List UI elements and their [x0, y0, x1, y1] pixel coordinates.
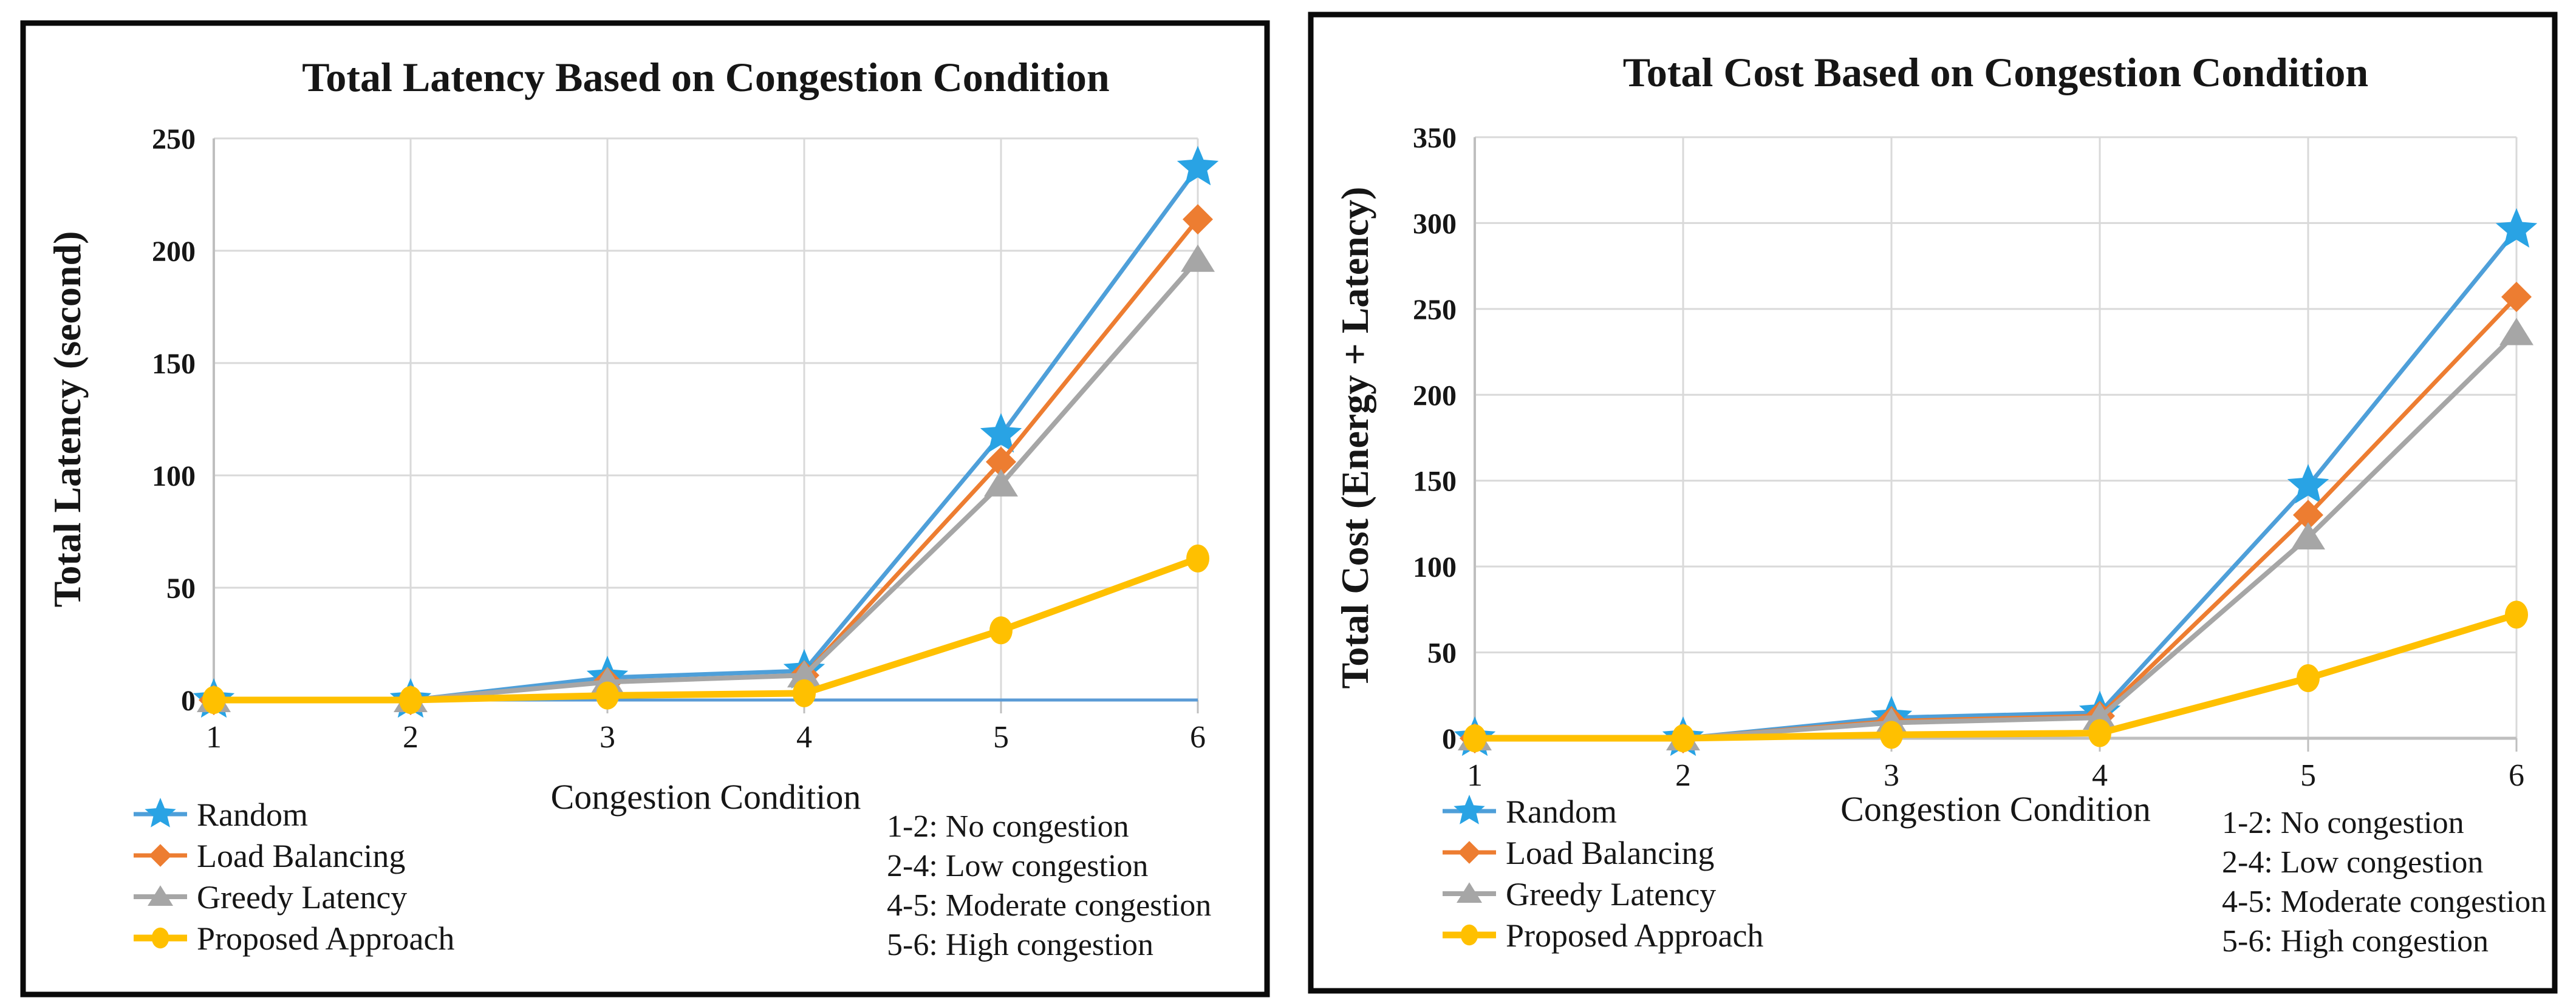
- annotation-line: 4-5: Moderate congestion: [2222, 885, 2546, 919]
- circle-marker: [1460, 924, 1478, 946]
- star-marker: [1454, 795, 1485, 824]
- legend-label: Random: [1506, 794, 1617, 830]
- legend-label: Greedy Latency: [197, 879, 407, 916]
- x-tick-label: 6: [2509, 758, 2524, 793]
- x-tick-label: 4: [2092, 758, 2108, 793]
- y-tick-label: 150: [1413, 466, 1457, 498]
- annotation-line: 2-4: Low congestion: [2222, 845, 2483, 880]
- legend-label: Load Balancing: [1506, 835, 1714, 871]
- legend-label: Greedy Latency: [1506, 876, 1716, 913]
- x-tick-label: 5: [993, 720, 1009, 755]
- circle-marker: [399, 686, 422, 714]
- circle-marker: [596, 681, 619, 710]
- x-tick-label: 1: [1467, 758, 1483, 793]
- circle-marker: [151, 927, 169, 949]
- legend-label: Proposed Approach: [1506, 917, 1763, 954]
- panel-frame: [1308, 12, 2558, 994]
- chart-panel-1: [20, 20, 1270, 998]
- x-axis-label: Congestion Condition: [551, 777, 861, 817]
- legend-label: Load Balancing: [197, 838, 405, 874]
- series-line-proposed-approach: [214, 555, 1199, 704]
- triangle-marker: [787, 660, 821, 688]
- diamond-marker: [149, 844, 172, 867]
- y-tick-label: 100: [1413, 551, 1457, 583]
- y-tick-label: 100: [152, 460, 196, 492]
- circle-marker: [1463, 724, 1486, 752]
- y-tick-label: 350: [1413, 122, 1457, 154]
- circle-marker: [989, 616, 1013, 645]
- chart-panel-2: [1308, 12, 2558, 994]
- triangle-marker: [1457, 882, 1482, 903]
- star-marker: [145, 798, 176, 828]
- x-tick-label: 2: [403, 720, 419, 755]
- star-marker: [2287, 464, 2329, 504]
- triangle-marker: [148, 885, 173, 906]
- annotation-line: 1-2: No congestion: [2222, 806, 2464, 840]
- y-tick-label: 50: [166, 573, 196, 605]
- star-marker: [2495, 208, 2538, 248]
- series-line-proposed-approach: [1475, 611, 2518, 742]
- y-tick-label: 200: [1413, 379, 1457, 412]
- circle-marker: [793, 679, 816, 707]
- x-tick-label: 5: [2300, 758, 2316, 793]
- x-tick-label: 3: [1884, 758, 1899, 793]
- y-tick-label: 0: [1442, 723, 1457, 755]
- circle-marker: [1880, 721, 1903, 749]
- circle-marker: [1672, 724, 1695, 752]
- triangle-marker: [2291, 522, 2325, 550]
- triangle-marker: [984, 469, 1018, 497]
- circle-marker: [2505, 600, 2528, 629]
- circle-marker: [202, 686, 225, 714]
- y-axis-label: Total Latency (second): [46, 231, 89, 608]
- diamond-marker: [2501, 282, 2532, 313]
- annotation-line: 2-4: Low congestion: [887, 849, 1148, 883]
- y-tick-label: 0: [181, 685, 196, 717]
- legend-label: Random: [197, 797, 308, 833]
- triangle-marker: [2083, 702, 2117, 730]
- x-axis-label: Congestion Condition: [1840, 789, 2151, 829]
- y-tick-label: 300: [1413, 208, 1457, 240]
- annotation-line: 4-5: Moderate congestion: [887, 888, 1211, 923]
- circle-marker: [2088, 719, 2111, 747]
- annotation-line: 5-6: High congestion: [887, 928, 1153, 962]
- annotation-line: 1-2: No congestion: [887, 809, 1129, 844]
- annotation-line: 5-6: High congestion: [2222, 924, 2489, 959]
- star-marker: [1177, 146, 1219, 186]
- triangle-marker: [2499, 318, 2533, 345]
- star-marker: [980, 413, 1022, 453]
- diamond-marker: [1458, 841, 1481, 864]
- y-tick-label: 50: [1427, 637, 1457, 670]
- diamond-marker: [1183, 204, 1213, 235]
- y-tick-label: 200: [152, 236, 196, 268]
- legend-label: Proposed Approach: [197, 920, 454, 957]
- triangle-marker: [1181, 244, 1215, 272]
- chart-title: Total Cost Based on Congestion Condition: [1623, 49, 2368, 95]
- panel-frame: [20, 20, 1270, 998]
- circle-marker: [2297, 664, 2320, 692]
- chart-title: Total Latency Based on Congestion Condit…: [302, 54, 1109, 100]
- y-axis-label: Total Cost (Energy + Latency): [1333, 187, 1376, 689]
- x-tick-label: 4: [796, 720, 812, 755]
- x-tick-label: 1: [206, 720, 222, 755]
- diamond-marker: [2293, 500, 2323, 531]
- y-tick-label: 250: [1413, 294, 1457, 326]
- diamond-marker: [986, 446, 1016, 477]
- x-tick-label: 3: [600, 720, 615, 755]
- x-tick-label: 6: [1190, 720, 1206, 755]
- y-tick-label: 250: [152, 123, 196, 155]
- y-tick-label: 150: [152, 348, 196, 380]
- x-tick-label: 2: [1675, 758, 1691, 793]
- circle-marker: [1186, 544, 1209, 573]
